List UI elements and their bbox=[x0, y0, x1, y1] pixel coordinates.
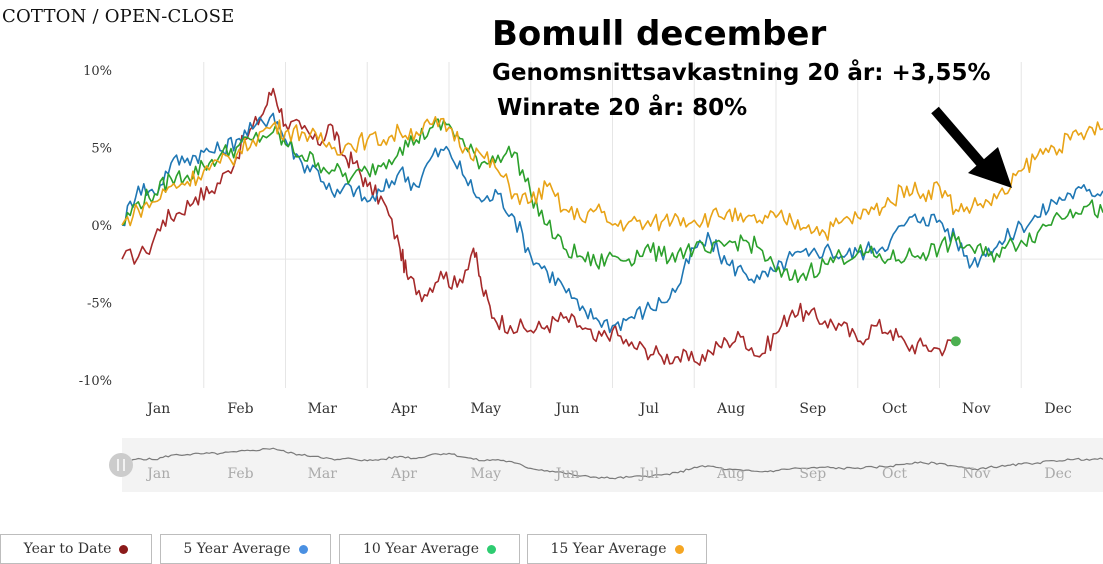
series-line-year-to-date[interactable] bbox=[121, 87, 957, 366]
grid-layer bbox=[122, 62, 1103, 388]
legend-5-year-average[interactable]: 5 Year Average bbox=[160, 534, 331, 564]
legend-label: 10 Year Average bbox=[362, 541, 480, 557]
navigator-month-label: Aug bbox=[716, 466, 745, 482]
series-line-15-year-average[interactable] bbox=[121, 116, 1103, 241]
main-chart: 10% 5% 0% -5% -10% Jan Feb Mar Apr May Jun Jul Aug S… bbox=[79, 62, 1103, 492]
x-tick-label: Aug bbox=[716, 401, 745, 417]
x-tick-label: Jan bbox=[145, 401, 170, 417]
legend-color-dot bbox=[298, 544, 308, 554]
y-tick-label: -5% bbox=[87, 297, 112, 312]
x-tick-label: Jun bbox=[554, 401, 580, 417]
x-tick-label: Oct bbox=[882, 401, 907, 417]
x-tick-label: Mar bbox=[308, 401, 338, 417]
x-tick-label: Apr bbox=[390, 401, 417, 417]
y-tick-label: 5% bbox=[91, 142, 112, 157]
legend-10-year-average[interactable]: 10 Year Average bbox=[339, 534, 520, 564]
navigator[interactable]: Jan Feb Mar Apr May Jun Jul Aug Sep Oct Nov Dec bbox=[109, 438, 1103, 492]
y-tick-label: 10% bbox=[83, 64, 112, 79]
x-tick-label: Jul bbox=[638, 401, 660, 417]
navigator-month-label: Dec bbox=[1044, 466, 1072, 482]
legend-year-to-date[interactable]: Year to Date bbox=[0, 534, 152, 564]
legend-color-dot bbox=[674, 544, 684, 554]
y-tick-label: -10% bbox=[79, 374, 112, 389]
x-tick-label: May bbox=[470, 401, 501, 417]
navigator-month-label: Jan bbox=[145, 466, 170, 482]
legend-color-dot bbox=[487, 544, 497, 554]
legend-label: Year to Date bbox=[23, 541, 112, 557]
navigator-month-label: Jun bbox=[554, 466, 580, 482]
legend-color-dot bbox=[119, 544, 129, 554]
legend-label: 5 Year Average bbox=[183, 541, 291, 557]
x-tick-label: Nov bbox=[962, 401, 991, 417]
y-tick-label: 0% bbox=[91, 219, 112, 234]
navigator-background bbox=[122, 438, 1103, 492]
navigator-month-label: Feb bbox=[227, 466, 253, 482]
series-line-10-year-average[interactable] bbox=[121, 118, 1103, 283]
navigator-left-handle[interactable] bbox=[109, 453, 133, 477]
navigator-month-label: Apr bbox=[390, 466, 417, 482]
navigator-month-label: Jul bbox=[638, 466, 660, 482]
navigator-series-line bbox=[121, 447, 1103, 480]
navigator-month-label: May bbox=[470, 466, 501, 482]
series-line-5-year-average[interactable] bbox=[121, 112, 1103, 334]
legend-label: 15 Year Average bbox=[550, 541, 667, 557]
year-to-date-end-marker[interactable] bbox=[950, 336, 961, 347]
y-axis-ticks: 10% 5% 0% -5% -10% bbox=[79, 64, 112, 389]
navigator-month-label: Mar bbox=[308, 466, 338, 482]
x-tick-label: Sep bbox=[799, 401, 826, 417]
series-layer bbox=[121, 87, 1103, 366]
navigator-month-label: Nov bbox=[962, 466, 991, 482]
chart-title: COTTON / OPEN-CLOSE bbox=[2, 6, 235, 27]
navigator-month-label: Sep bbox=[799, 466, 826, 482]
x-tick-label: Dec bbox=[1044, 401, 1072, 417]
x-axis-ticks: Jan Feb Mar Apr May Jun Jul Aug Sep Oct Nov Dec bbox=[145, 401, 1072, 417]
navigator-month-label: Oct bbox=[882, 466, 907, 482]
x-tick-label: Feb bbox=[227, 401, 253, 417]
